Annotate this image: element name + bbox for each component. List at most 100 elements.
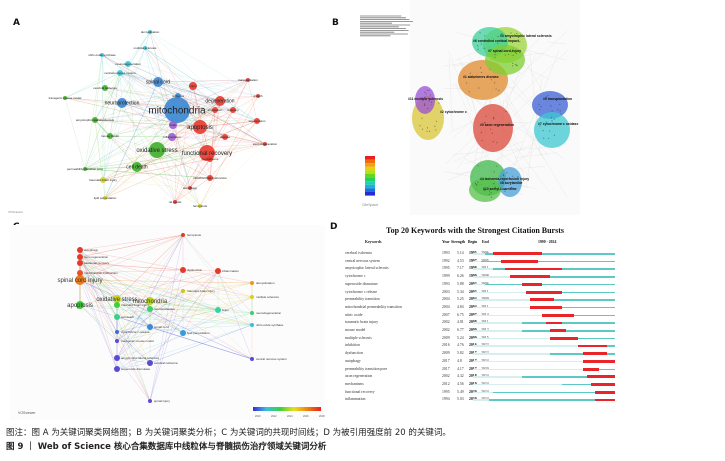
begin-cell: 2003 — [469, 290, 477, 294]
begin-cell: 2017 — [469, 359, 477, 363]
figure-note: 图注：图 A 为关键词聚类网络图；B 为关键词聚类分析；C 为关键词的共现时间线… — [6, 428, 451, 438]
node-label: demyelination — [141, 30, 160, 34]
cluster-blob — [473, 104, 513, 152]
inactive-bar — [473, 337, 551, 340]
timeline-node — [114, 314, 120, 320]
year-cell: 1999 — [442, 274, 450, 279]
network-node — [207, 175, 213, 181]
vosviewer-logo: VOSviewer — [18, 411, 36, 415]
node-label: brain — [222, 308, 229, 312]
year-cell: 1992 — [442, 258, 450, 263]
node-label: cell death — [126, 165, 148, 171]
network-node — [117, 70, 123, 76]
timeline-node — [115, 339, 119, 343]
strength-cell: 6.26 — [457, 274, 464, 279]
strength-cell: 4.81 — [457, 320, 464, 325]
keyword-cell: nitric oxide — [345, 312, 363, 317]
node-label: ferroptosis — [187, 233, 202, 237]
network-node — [207, 156, 213, 162]
timeline-node — [147, 306, 153, 312]
header-keywords: Keywords — [365, 240, 382, 244]
begin-cell: 2004 — [469, 297, 477, 301]
active-bar — [485, 283, 615, 286]
begin-cell: 2007 — [469, 313, 477, 317]
timeline-node — [146, 297, 154, 305]
network-node — [193, 120, 207, 134]
timeline-node — [250, 295, 254, 299]
node-label: neuroprotection — [154, 307, 175, 311]
begin-cell: 1999 — [469, 274, 477, 278]
year-cell: 2012 — [442, 381, 450, 386]
keyword-cell: mouse model — [345, 328, 366, 332]
timeline-node — [250, 357, 254, 361]
burst-bar — [546, 321, 563, 325]
timeline-node — [77, 247, 83, 253]
keyword-cell: central nervous system — [345, 258, 380, 263]
network-node — [256, 94, 260, 98]
node-label: regeneration — [249, 119, 266, 123]
strength-cell: 5.03 — [457, 397, 464, 402]
node-label: amyotrophic-lateral-sclerosis — [76, 118, 115, 122]
node-label: cerebral ischemia — [93, 86, 117, 90]
inactive-bar — [473, 276, 510, 278]
active-bar — [509, 276, 615, 278]
network-node — [107, 133, 113, 139]
cluster-blob — [485, 45, 525, 75]
begin-cell: 2018 — [469, 374, 477, 378]
node-label: transplantation — [238, 78, 258, 82]
node-label: inflammation — [163, 135, 180, 139]
burst-bar — [594, 398, 615, 402]
timeline-node — [76, 301, 84, 309]
network-node — [103, 196, 107, 200]
network-node — [188, 186, 192, 190]
keyword-cell: superoxide dismutase — [345, 281, 378, 286]
strength-cell: 4.56 — [457, 381, 464, 386]
strength-cell: 5.25 — [457, 297, 464, 302]
network-node — [83, 167, 87, 171]
network-node — [92, 117, 98, 123]
begin-cell: 2004 — [469, 305, 477, 309]
strength-cell: 5.88 — [457, 281, 464, 286]
cluster-label: #8 acrylamide — [500, 181, 523, 185]
node-label: mitochondrial dysfunction — [193, 176, 227, 180]
node-label: neurodegeneration — [256, 311, 282, 315]
active-bar — [521, 376, 615, 378]
begin-cell: 2020 — [469, 397, 477, 401]
node-label: mouse model — [101, 134, 119, 138]
burst-bar — [529, 298, 555, 302]
node-label: neuroprotection — [105, 101, 140, 107]
active-bar — [550, 337, 615, 340]
timeline-node — [115, 330, 119, 334]
burst-bar — [525, 290, 563, 294]
timeline-node — [250, 323, 254, 327]
node-label: nitric-oxide synthase — [88, 53, 116, 57]
year-cell: 1993 — [442, 251, 450, 255]
year-cell: 2002 — [442, 320, 450, 325]
active-bar — [529, 299, 615, 301]
network-node — [198, 204, 202, 208]
strength-cell: 6.75 — [457, 312, 464, 317]
network-node — [100, 177, 106, 183]
burst-bar — [586, 375, 615, 379]
burst-bar — [594, 390, 615, 394]
inactive-bar — [473, 283, 486, 286]
network-node — [117, 98, 127, 108]
burst-bar — [582, 352, 607, 356]
network-node — [254, 118, 260, 124]
keyword-cell: dysfunction — [345, 351, 363, 356]
node-label: multiple sclerosis — [134, 46, 157, 50]
strength-cell: 5.34 — [457, 289, 464, 294]
inactive-bar — [473, 368, 583, 371]
timeline-node — [77, 260, 83, 266]
inactive-bar — [473, 260, 482, 263]
strength-cell: 5.82 — [457, 351, 464, 356]
node-label: cerebral ischemia — [154, 361, 178, 365]
network-node — [153, 77, 163, 87]
node-label: apoptosis — [67, 303, 93, 309]
timeline-node — [114, 366, 120, 372]
node-label: spinal cord — [154, 325, 169, 329]
cluster-label: #3 amyotrophic lateral sclerosis — [500, 34, 552, 38]
